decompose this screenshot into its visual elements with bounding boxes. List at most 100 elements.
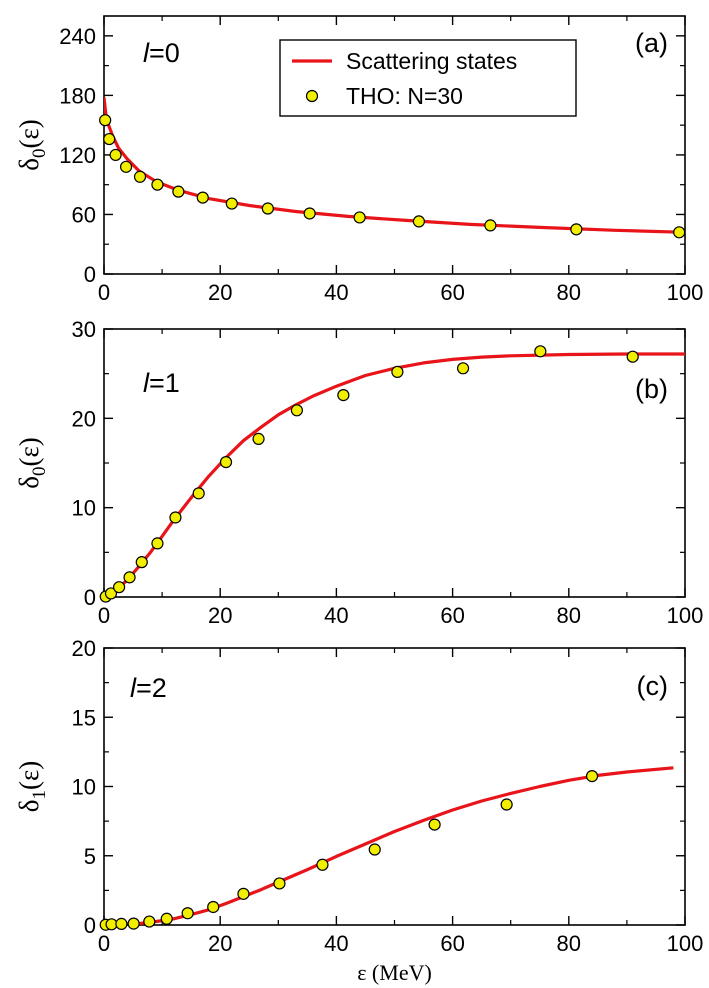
tho-data-point <box>585 770 599 783</box>
x-tick-label: 40 <box>324 931 348 956</box>
y-tick-label: 20 <box>72 406 96 431</box>
x-tick-label: 20 <box>208 280 232 305</box>
tho-data-point <box>151 537 164 550</box>
x-tick-label: 60 <box>440 931 464 956</box>
tho-data-point <box>290 404 303 417</box>
tho-data-point <box>673 226 686 239</box>
x-tick-label: 20 <box>208 603 232 628</box>
tho-data-point <box>113 581 126 594</box>
plot-frame <box>103 647 686 926</box>
tho-data-point <box>99 114 112 127</box>
x-tick-label: 60 <box>440 280 464 305</box>
y-tick-label: 240 <box>59 24 96 49</box>
tho-data-point <box>368 843 381 856</box>
legend-point-label: THO: N=30 <box>346 83 463 109</box>
tho-data-point <box>428 818 441 831</box>
y-axis-label: δ1(ε) <box>14 761 50 813</box>
y-tick-label: 120 <box>59 143 96 168</box>
tho-data-point <box>225 197 238 210</box>
y-tick-label: 30 <box>72 317 96 342</box>
tho-data-point <box>237 887 250 900</box>
y-label-symbol: δ <box>14 476 44 489</box>
y-label-subscript: 0 <box>29 467 50 477</box>
scattering-states-line <box>104 97 685 234</box>
tho-data-point <box>412 215 426 228</box>
y-label-tail: (ε) <box>14 437 44 466</box>
x-tick-label: 40 <box>324 280 348 305</box>
panel-label: (c) <box>637 671 668 701</box>
y-label-symbol: δ <box>14 158 44 171</box>
l-value-label: l=2 <box>130 673 167 703</box>
x-tick-label: 80 <box>557 931 581 956</box>
x-tick-label: 0 <box>98 603 110 628</box>
tho-data-point <box>261 202 274 215</box>
tho-data-point <box>103 132 116 146</box>
y-tick-label: 60 <box>72 202 96 227</box>
tho-data-point <box>192 487 205 500</box>
x-tick-label: 60 <box>440 603 464 628</box>
tho-data-point <box>143 915 156 928</box>
l-value: =0 <box>149 38 180 68</box>
legend-point-swatch <box>305 89 319 103</box>
x-axis-label: ε (MeV) <box>357 960 432 985</box>
y-label-subscript: 0 <box>29 149 50 159</box>
tho-data-point <box>181 907 194 920</box>
y-axis-label: δ0(ε) <box>14 437 50 489</box>
tho-data-point <box>109 148 122 162</box>
l-value-label: l=0 <box>143 38 180 68</box>
tho-data-point <box>172 185 185 198</box>
tho-data-point <box>456 362 470 375</box>
legend: Scattering states THO: N=30 <box>279 39 577 117</box>
y-tick-label: 0 <box>84 262 96 287</box>
l-value: =2 <box>136 673 167 703</box>
l-value-label: l=1 <box>143 368 180 398</box>
y-tick-label: 5 <box>84 844 96 869</box>
x-tick-label: 40 <box>324 603 348 628</box>
y-tick-label: 15 <box>72 705 96 730</box>
tho-data-point <box>169 511 182 524</box>
tho-data-point <box>337 389 350 402</box>
scattering-states-line <box>104 766 674 925</box>
tho-data-point <box>316 858 329 871</box>
l-value: =1 <box>149 368 180 398</box>
l-symbol: l <box>130 673 137 703</box>
tho-data-point <box>133 170 147 183</box>
l-symbol: l <box>143 368 150 398</box>
y-label-symbol: δ <box>14 800 44 813</box>
tho-data-point <box>160 912 173 925</box>
x-tick-label: 100 <box>667 280 704 305</box>
x-tick-label: 80 <box>557 280 581 305</box>
x-tick-label: 100 <box>667 603 704 628</box>
tho-data-point <box>391 365 404 378</box>
x-tick-label: 80 <box>557 603 581 628</box>
y-label-tail: (ε) <box>14 761 44 790</box>
tho-data-point <box>353 211 366 224</box>
tho-data-point <box>104 587 118 600</box>
l-symbol: l <box>143 38 150 68</box>
panel-label: (b) <box>635 374 668 404</box>
tho-data-point <box>219 456 233 469</box>
tho-data-point <box>123 571 136 584</box>
y-axis-label: δ0(ε) <box>14 119 50 171</box>
panel-c: 0 20 40 60 80 100 0 5 10 15 20 δ1(ε) (c) l=2 ε (MeV) <box>14 636 703 985</box>
x-tick-label: 0 <box>98 280 110 305</box>
tho-data-point <box>252 432 265 445</box>
y-tick-label: 180 <box>59 83 96 108</box>
y-tick-label: 10 <box>72 496 96 521</box>
tho-data-point <box>127 917 140 930</box>
y-tick-label: 0 <box>84 585 96 610</box>
x-tick-label: 100 <box>667 931 704 956</box>
tho-data-point <box>500 798 513 811</box>
scattering-states-line <box>104 352 685 597</box>
y-label-subscript: 1 <box>29 790 50 800</box>
x-tick-label: 20 <box>208 931 232 956</box>
x-tick-label: 0 <box>98 931 110 956</box>
tho-data-point <box>626 350 639 363</box>
tho-data-point <box>196 191 209 204</box>
legend-line-label: Scattering states <box>346 48 517 74</box>
tho-data-point <box>135 556 148 569</box>
tho-data-point <box>534 345 547 358</box>
